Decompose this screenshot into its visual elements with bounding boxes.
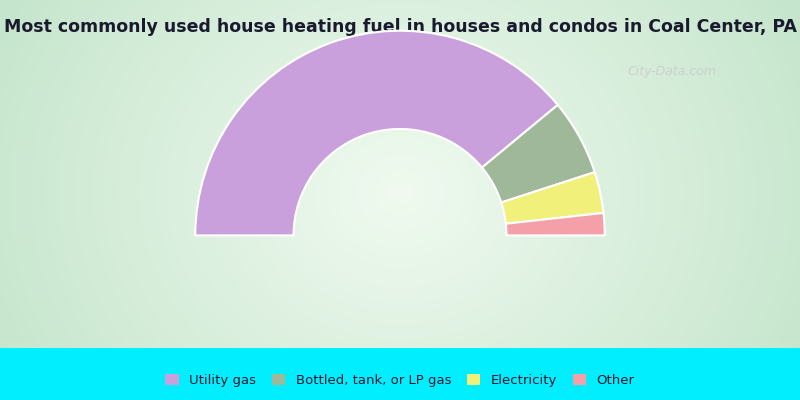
Wedge shape bbox=[506, 213, 605, 236]
Text: Most commonly used house heating fuel in houses and condos in Coal Center, PA: Most commonly used house heating fuel in… bbox=[3, 18, 797, 36]
Wedge shape bbox=[482, 105, 594, 202]
Bar bbox=[0, 348, 800, 400]
Wedge shape bbox=[502, 172, 603, 224]
Wedge shape bbox=[195, 31, 558, 236]
Text: City-Data.com: City-Data.com bbox=[627, 66, 717, 78]
Legend: Utility gas, Bottled, tank, or LP gas, Electricity, Other: Utility gas, Bottled, tank, or LP gas, E… bbox=[162, 370, 638, 392]
